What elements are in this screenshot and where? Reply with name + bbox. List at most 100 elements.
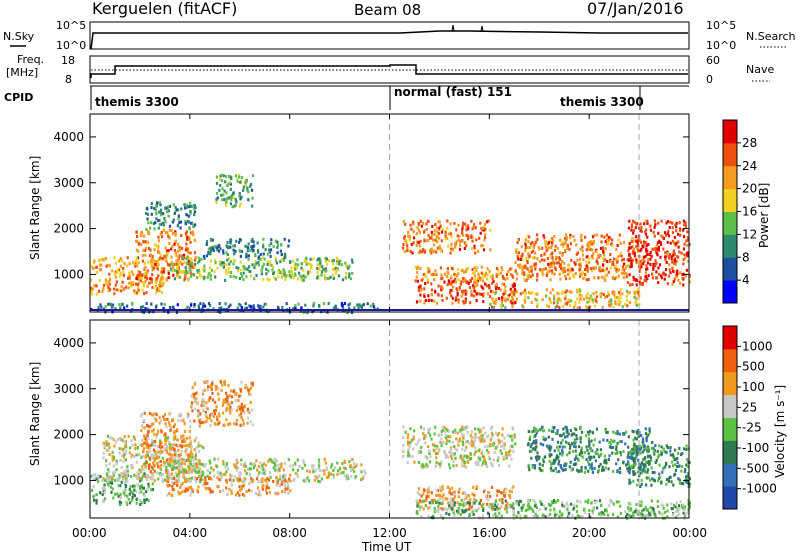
date-title: 07/Jan/2016 [587, 0, 684, 18]
range-gate-cell [550, 237, 554, 241]
range-gate-cell [544, 437, 547, 441]
range-gate-cell [151, 453, 154, 457]
range-gate-cell [216, 418, 219, 422]
range-gate-cell [170, 453, 173, 457]
range-gate-cell [497, 287, 500, 290]
range-gate-cell [142, 248, 145, 252]
range-gate-cell [176, 428, 179, 432]
range-gate-cell [226, 240, 229, 244]
range-gate-cell [207, 252, 210, 256]
range-gate-cell [637, 466, 640, 470]
range-gate-cell [250, 477, 253, 481]
range-gate-cell [185, 206, 188, 210]
range-gate-cell [630, 451, 633, 455]
range-gate-cell [236, 306, 239, 310]
range-gate-cell [456, 448, 459, 452]
range-gate-cell [223, 383, 227, 386]
range-gate-cell [243, 494, 246, 497]
range-gate-cell [174, 233, 177, 237]
range-gate-cell [151, 439, 154, 443]
range-gate-cell [121, 302, 124, 306]
range-gate-cell [468, 503, 471, 507]
range-gate-cell [484, 445, 487, 449]
range-gate-cell [541, 469, 544, 473]
range-gate-cell [590, 464, 593, 468]
range-gate-cell [585, 260, 588, 264]
range-gate-cell [482, 272, 485, 276]
range-gate-cell [119, 496, 122, 500]
range-gate-cell [613, 293, 616, 296]
range-gate-cell [224, 302, 227, 306]
range-gate-cell [538, 260, 541, 264]
range-gate-cell [224, 180, 227, 184]
range-gate-cell [534, 264, 537, 268]
range-gate-cell [644, 271, 647, 275]
range-gate-cell [159, 278, 162, 282]
range-gate-cell [202, 267, 205, 271]
range-gate-cell [591, 467, 594, 471]
range-gate-cell [513, 435, 516, 439]
range-gate-cell [447, 507, 450, 510]
range-gate-cell [283, 255, 287, 259]
range-gate-cell [242, 423, 245, 427]
range-gate-cell [197, 444, 200, 448]
range-gate-cell [235, 493, 238, 497]
range-gate-cell [239, 488, 242, 492]
range-gate-cell [193, 238, 196, 242]
range-gate-cell [490, 427, 493, 431]
range-gate-cell [130, 455, 133, 459]
range-gate-cell [677, 278, 680, 282]
y-tick-label: 1000 [53, 267, 84, 281]
range-gate-cell [323, 309, 326, 313]
range-gate-cell [608, 454, 611, 458]
range-gate-cell [510, 457, 513, 461]
range-gate-cell [673, 270, 676, 273]
range-gate-cell [133, 473, 136, 477]
range-gate-cell [190, 447, 193, 451]
range-gate-cell [235, 392, 238, 396]
range-gate-cell [621, 265, 624, 269]
range-gate-cell [436, 240, 439, 244]
range-gate-cell [522, 305, 525, 309]
range-gate-cell [165, 425, 168, 429]
range-gate-cell [177, 477, 180, 481]
range-gate-cell [588, 300, 591, 304]
range-gate-cell [479, 221, 482, 225]
range-gate-cell [516, 241, 519, 244]
range-gate-cell [143, 249, 146, 252]
range-gate-cell [314, 474, 317, 478]
range-gate-cell [218, 244, 221, 248]
range-gate-cell [685, 448, 688, 452]
range-gate-cell [480, 226, 483, 230]
range-gate-cell [123, 489, 126, 493]
range-gate-cell [604, 429, 607, 433]
range-gate-cell [446, 275, 449, 279]
range-gate-cell [330, 465, 333, 469]
cpid-mode-label: themis 3300 [95, 95, 179, 109]
range-gate-cell [142, 468, 145, 472]
range-gate-cell [155, 471, 158, 475]
range-gate-cell [667, 234, 670, 238]
range-gate-cell [241, 418, 244, 422]
range-gate-cell [616, 302, 619, 306]
range-gate-cell [197, 306, 200, 310]
range-gate-cell [652, 262, 655, 266]
range-gate-cell [415, 443, 418, 447]
range-gate-cell [542, 273, 545, 277]
range-gate-cell [596, 452, 599, 456]
range-gate-cell [653, 225, 656, 229]
colorbar-segment [723, 280, 737, 304]
range-gate-cell [471, 268, 474, 271]
range-gate-cell [446, 219, 449, 223]
range-gate-cell [259, 304, 262, 308]
range-gate-cell [544, 244, 547, 248]
range-gate-cell [599, 448, 602, 452]
range-gate-cell [141, 438, 144, 442]
range-gate-cell [431, 224, 434, 228]
range-gate-cell [631, 223, 634, 227]
range-gate-cell [585, 458, 588, 461]
range-gate-cell [122, 475, 125, 479]
range-gate-cell [605, 238, 609, 242]
range-gate-cell [489, 438, 492, 442]
range-gate-cell [481, 286, 484, 289]
